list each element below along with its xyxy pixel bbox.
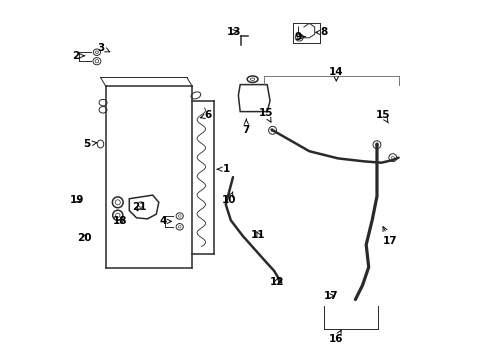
Text: 17: 17 <box>323 291 338 301</box>
Text: 14: 14 <box>328 67 343 81</box>
Text: 15: 15 <box>375 110 389 123</box>
Text: 13: 13 <box>227 27 241 37</box>
Text: 5: 5 <box>83 139 97 149</box>
Text: 1: 1 <box>217 164 230 174</box>
Text: 19: 19 <box>70 195 84 205</box>
Text: 16: 16 <box>328 330 343 344</box>
Text: 18: 18 <box>113 216 127 226</box>
Text: 10: 10 <box>222 192 236 205</box>
Text: 21: 21 <box>132 202 146 212</box>
Text: 17: 17 <box>382 227 397 246</box>
Text: 20: 20 <box>77 233 91 243</box>
Text: 15: 15 <box>258 108 273 122</box>
Text: 8: 8 <box>315 27 326 37</box>
Text: 7: 7 <box>242 119 249 135</box>
Text: 6: 6 <box>200 110 212 120</box>
Text: 3: 3 <box>97 42 109 53</box>
Text: 12: 12 <box>269 276 284 287</box>
Text: 4: 4 <box>160 216 171 226</box>
Text: 9: 9 <box>294 32 305 42</box>
Text: 2: 2 <box>72 51 84 61</box>
Text: 11: 11 <box>250 230 265 240</box>
